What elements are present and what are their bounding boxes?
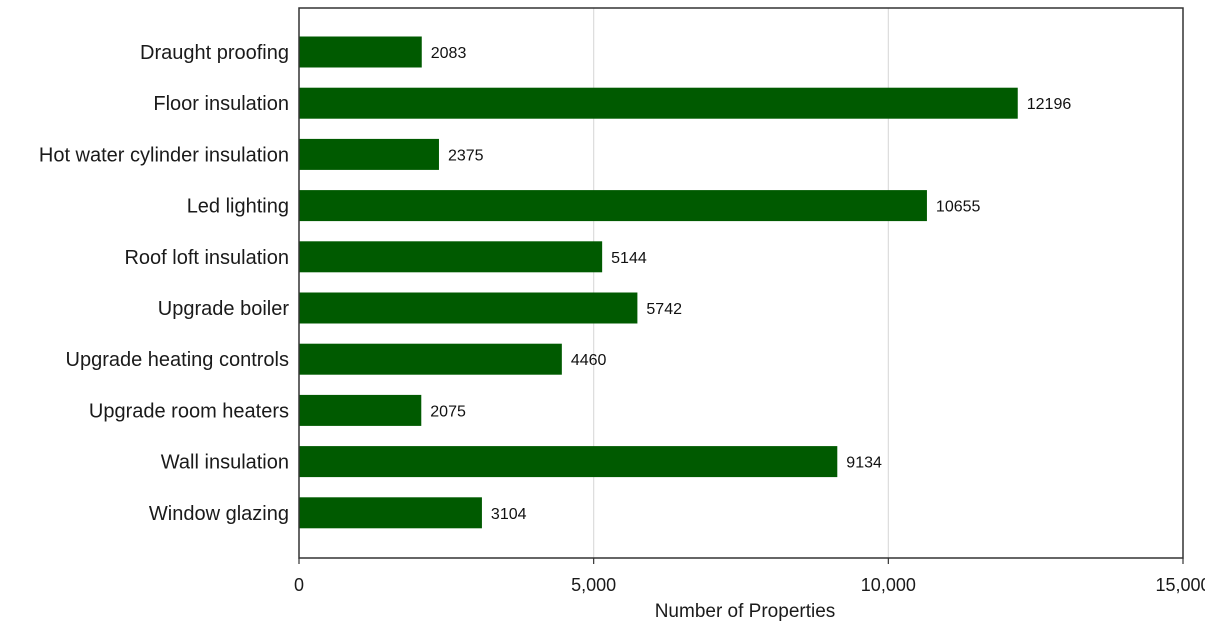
bar: [299, 343, 562, 375]
category-label: Led lighting: [187, 196, 289, 218]
data-label: 4460: [571, 352, 607, 369]
bar: [299, 292, 638, 324]
plot-frame: [298, 7, 1184, 564]
data-label: 2375: [448, 147, 484, 164]
category-label: Floor insulation: [153, 93, 289, 115]
data-label: 3104: [491, 506, 527, 523]
category-label: Roof loft insulation: [124, 247, 289, 269]
data-label: 10655: [936, 199, 981, 216]
x-axis-title: Number of Properties: [655, 601, 836, 622]
x-tick-label: 5,000: [571, 575, 616, 595]
category-label: Upgrade boiler: [158, 298, 290, 320]
bar: [299, 394, 422, 426]
bars: [299, 36, 1018, 529]
bar: [299, 190, 927, 222]
data-label: 12196: [1027, 96, 1072, 113]
plot-border: [298, 7, 1184, 559]
bar: [299, 138, 439, 170]
x-tick-label: 0: [294, 575, 304, 595]
category-label: Upgrade room heaters: [89, 400, 289, 422]
data-label: 5144: [611, 250, 647, 267]
bar: [299, 497, 482, 529]
bar: [299, 87, 1018, 119]
bar: [299, 446, 838, 478]
x-tick-label: 10,000: [861, 575, 916, 595]
category-label: Window glazing: [149, 503, 289, 525]
data-label: 5742: [646, 301, 682, 318]
category-label: Draught proofing: [140, 42, 289, 64]
bar: [299, 241, 603, 273]
category-label: Upgrade heating controls: [66, 349, 289, 371]
bar: [299, 36, 422, 68]
x-tick-label: 15,000: [1155, 575, 1205, 595]
labels: 0 5,000 10,000 15,000 Draught proofing 2083 Fl…: [39, 42, 1205, 595]
data-label: 9134: [846, 455, 882, 472]
category-label: Wall insulation: [161, 452, 289, 474]
category-label: Hot water cylinder insulation: [39, 144, 289, 166]
data-label: 2083: [431, 45, 467, 62]
data-label: 2075: [430, 403, 466, 420]
